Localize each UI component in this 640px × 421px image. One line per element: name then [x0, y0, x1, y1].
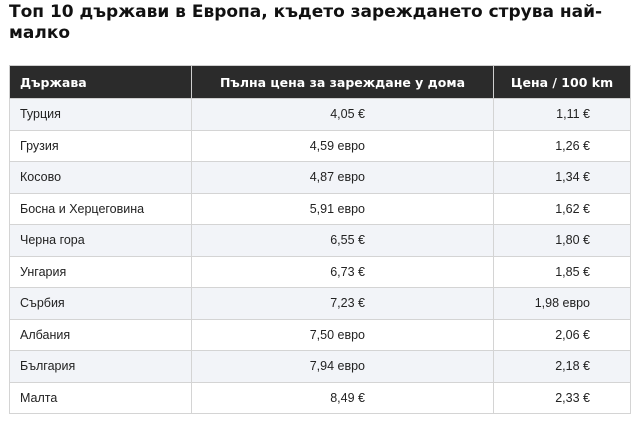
cell-home-price: 4,87 евро: [191, 161, 494, 194]
table-row: Косово 4,87 евро 1,34 €: [9, 161, 631, 194]
cell-home-price: 6,55 €: [191, 224, 494, 257]
cell-home-price: 4,05 €: [191, 98, 494, 131]
table-row: Албания 7,50 евро 2,06 €: [9, 318, 631, 351]
table-row: Грузия 4,59 евро 1,26 €: [9, 129, 631, 162]
cell-home-price: 8,49 €: [191, 381, 494, 414]
cell-home-price: 5,91 евро: [191, 192, 494, 225]
cell-country: Сърбия: [9, 287, 192, 320]
cell-price-per-100km: 2,33 €: [493, 381, 631, 414]
header-country: Държава: [9, 65, 192, 99]
cell-country: Черна гора: [9, 224, 192, 257]
table-row: Черна гора 6,55 €1,80 €: [9, 224, 631, 257]
cell-country: Албания: [9, 318, 192, 351]
cell-price-per-100km: 1,62 €: [493, 192, 631, 225]
cell-country: България: [9, 350, 192, 383]
header-price-per-100km: Цена / 100 km: [493, 65, 631, 99]
cell-country: Малта: [9, 381, 192, 414]
price-table-container: Държава Пълна цена за зареждане у дома Ц…: [9, 65, 631, 414]
table-row: Босна и Херцеговина 5,91 евро 1,62 €: [9, 192, 631, 225]
cell-price-per-100km: 2,18 €: [493, 350, 631, 383]
table-row: Турция 4,05 €1,11 €: [9, 98, 631, 131]
cell-price-per-100km: 1,26 €: [493, 129, 631, 162]
cell-country: Унгария: [9, 255, 192, 288]
cell-price-per-100km: 1,34 €: [493, 161, 631, 194]
cell-country: Косово: [9, 161, 192, 194]
cell-home-price: 4,59 евро: [191, 129, 494, 162]
page-title: Топ 10 държави в Европа, където зареждан…: [9, 2, 603, 43]
header-home-price: Пълна цена за зареждане у дома: [191, 65, 494, 99]
table-row: България 7,94 евро 2,18 €: [9, 350, 631, 383]
table-header: Държава Пълна цена за зареждане у дома Ц…: [9, 65, 631, 99]
table-row: Унгария 6,73 €1,85 €: [9, 255, 631, 288]
cell-country: Босна и Херцеговина: [9, 192, 192, 225]
cell-home-price: 7,23 €: [191, 287, 494, 320]
table-row: Сърбия 7,23 €1,98 евро: [9, 287, 631, 320]
table-body: Турция 4,05 €1,11 € Грузия 4,59 евро 1,26 € К…: [9, 98, 631, 414]
cell-price-per-100km: 1,85 €: [493, 255, 631, 288]
cell-price-per-100km: 1,98 евро: [493, 287, 631, 320]
cell-price-per-100km: 1,80 €: [493, 224, 631, 257]
price-table: Държава Пълна цена за зареждане у дома Ц…: [9, 65, 631, 414]
cell-country: Грузия: [9, 129, 192, 162]
cell-home-price: 7,94 евро: [191, 350, 494, 383]
table-header-row: Държава Пълна цена за зареждане у дома Ц…: [9, 65, 631, 99]
cell-home-price: 6,73 €: [191, 255, 494, 288]
table-row: Малта 8,49 €2,33 €: [9, 381, 631, 414]
cell-price-per-100km: 1,11 €: [493, 98, 631, 131]
cell-country: Турция: [9, 98, 192, 131]
cell-price-per-100km: 2,06 €: [493, 318, 631, 351]
cell-home-price: 7,50 евро: [191, 318, 494, 351]
